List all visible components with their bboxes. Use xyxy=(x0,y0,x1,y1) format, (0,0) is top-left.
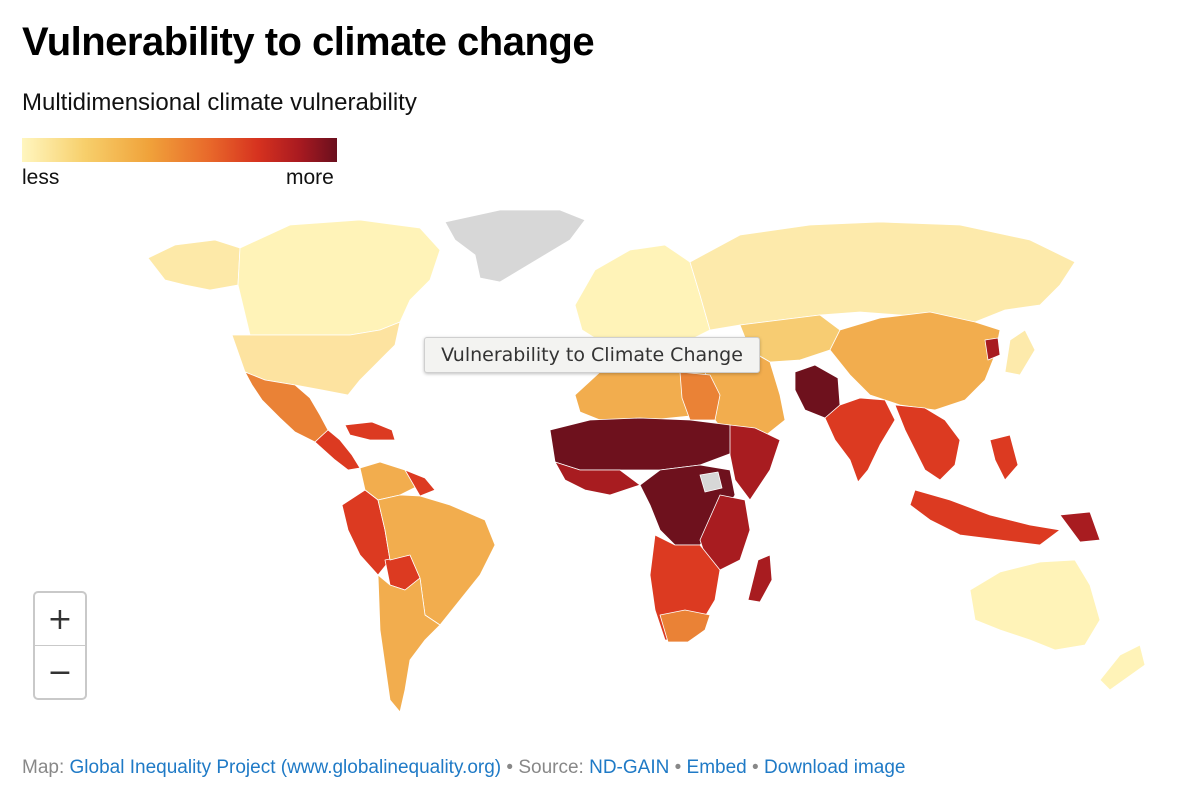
region-south-africa[interactable] xyxy=(659,609,711,643)
region-alaska[interactable] xyxy=(147,239,241,291)
region-greenland[interactable] xyxy=(444,209,586,283)
region-no-data-east-africa[interactable] xyxy=(699,471,723,493)
zoom-control: + − xyxy=(33,591,87,700)
region-caribbean[interactable] xyxy=(344,421,396,441)
region-australia[interactable] xyxy=(969,559,1101,651)
region-madagascar[interactable] xyxy=(747,554,773,603)
footer-source-separator: • Source: xyxy=(501,757,590,778)
region-central-america[interactable] xyxy=(314,429,361,471)
map-footer: Map: Global Inequality Project (www.glob… xyxy=(22,757,906,779)
footer-source-link[interactable]: ND-GAIN xyxy=(589,757,670,778)
footer-separator-2: • xyxy=(746,757,764,778)
footer-project-link[interactable]: Global Inequality Project (www.globaline… xyxy=(69,757,502,778)
region-canada[interactable] xyxy=(237,219,441,336)
region-west-africa[interactable] xyxy=(554,461,641,496)
footer-map-prefix: Map: xyxy=(22,757,70,778)
region-philippines[interactable] xyxy=(989,434,1019,481)
legend-high-label: more xyxy=(286,166,334,189)
map-tooltip: Vulnerability to Climate Change xyxy=(424,337,760,373)
world-choropleth-map[interactable] xyxy=(0,200,1199,730)
region-horn-of-africa[interactable] xyxy=(729,424,781,501)
region-north-korea[interactable] xyxy=(984,337,1001,361)
region-new-zealand[interactable] xyxy=(1099,644,1146,691)
legend-low-label: less xyxy=(22,166,60,189)
footer-embed-link[interactable]: Embed xyxy=(686,757,747,778)
region-indonesia[interactable] xyxy=(909,489,1061,546)
region-afghanistan-pakistan[interactable] xyxy=(794,364,841,419)
region-sahel[interactable] xyxy=(549,417,741,471)
region-europe[interactable] xyxy=(574,244,711,346)
region-southeast-asia[interactable] xyxy=(894,404,961,481)
region-brazil[interactable] xyxy=(377,494,496,626)
zoom-out-button[interactable]: − xyxy=(35,645,85,698)
page-subtitle: Multidimensional climate vulnerability xyxy=(22,89,417,116)
zoom-in-button[interactable]: + xyxy=(47,601,73,637)
footer-separator-1: • xyxy=(669,757,687,778)
region-egypt[interactable] xyxy=(679,371,721,421)
region-papua-new-guinea[interactable] xyxy=(1059,511,1101,543)
region-china[interactable] xyxy=(829,311,1001,411)
legend-color-scale xyxy=(22,138,337,162)
region-east-africa[interactable] xyxy=(699,494,751,571)
region-russia[interactable] xyxy=(689,221,1076,331)
region-japan[interactable] xyxy=(1004,329,1036,376)
region-guianas[interactable] xyxy=(404,469,436,497)
footer-download-link[interactable]: Download image xyxy=(763,757,906,778)
page-title: Vulnerability to climate change xyxy=(22,20,595,64)
region-india[interactable] xyxy=(824,397,896,483)
region-southern-cone[interactable] xyxy=(377,574,441,713)
